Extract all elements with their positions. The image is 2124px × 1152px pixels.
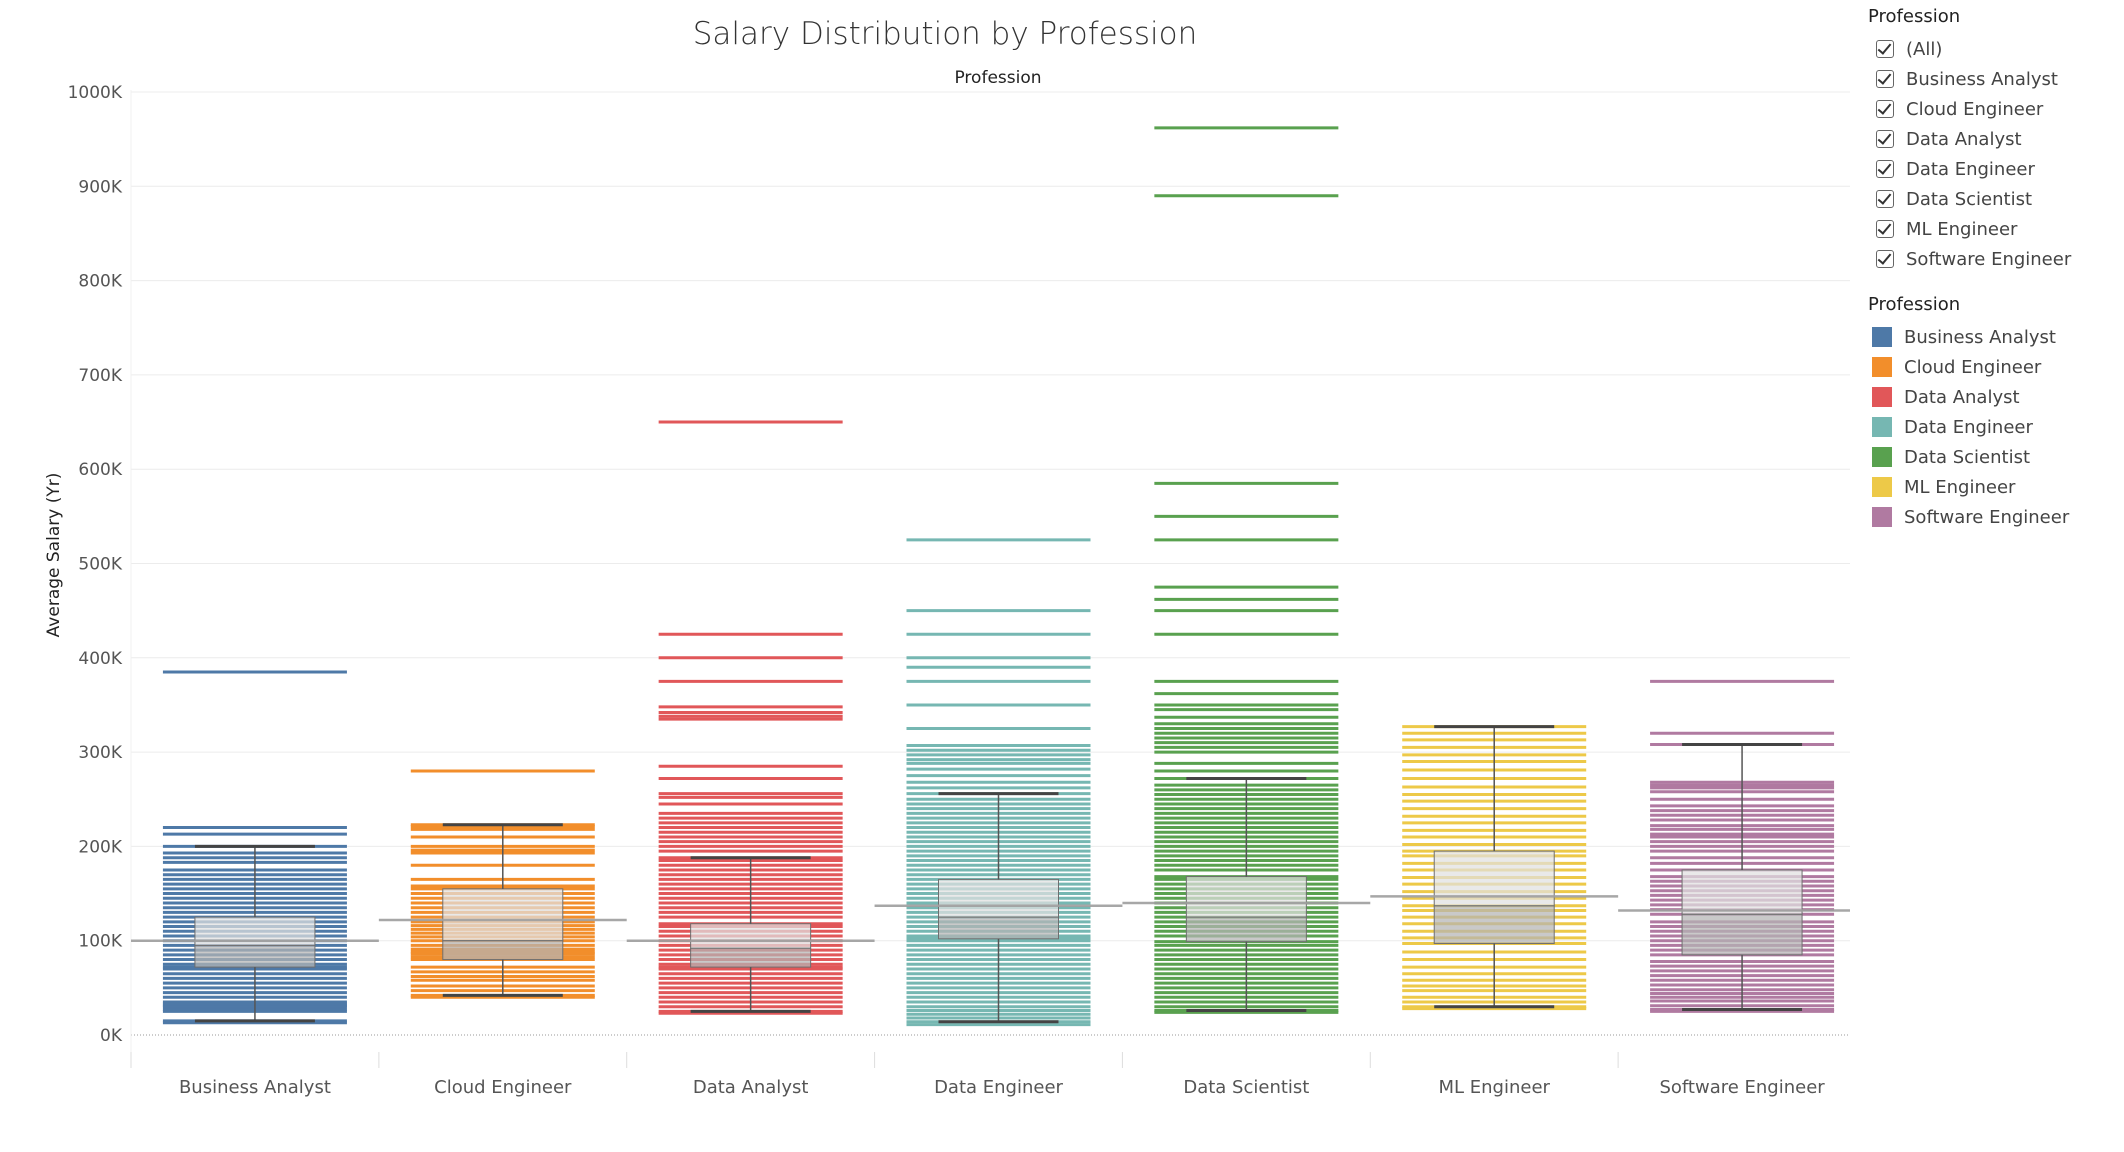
- filter-item-label: (All): [1906, 38, 1943, 60]
- filter-item-label: Cloud Engineer: [1906, 98, 2044, 120]
- filter-item-label: Data Engineer: [1906, 158, 2035, 180]
- y-tick-label: 200K: [78, 837, 122, 857]
- y-tick-label: 600K: [78, 460, 122, 480]
- color-legend: Profession Business Analyst Cloud Enginee…: [1868, 294, 2118, 532]
- y-tick-label: 100K: [78, 932, 122, 952]
- checkbox-checked-icon[interactable]: [1876, 40, 1894, 58]
- box-upper-hinge: [442, 888, 564, 942]
- checkbox-checked-icon[interactable]: [1876, 250, 1894, 268]
- y-tick-label: 800K: [78, 272, 122, 292]
- box-upper-hinge: [1681, 869, 1803, 915]
- box-lower-hinge: [442, 940, 564, 961]
- legend-item-label: Data Engineer: [1904, 416, 2033, 438]
- checkbox-checked-icon[interactable]: [1876, 160, 1894, 178]
- filter-item[interactable]: Cloud Engineer: [1868, 94, 2118, 124]
- checkbox-checked-icon[interactable]: [1876, 190, 1894, 208]
- series-group: [1370, 725, 1619, 1011]
- y-tick-label: 500K: [78, 555, 122, 575]
- y-tick-label: 1000K: [68, 83, 123, 103]
- legend-swatch: [1872, 507, 1892, 527]
- legend-item[interactable]: Software Engineer: [1868, 502, 2118, 532]
- gridlines: [130, 90, 1850, 1068]
- legend-item-label: Data Scientist: [1904, 446, 2030, 468]
- x-category-label: Business Analyst: [179, 1077, 331, 1098]
- box-upper-hinge: [1185, 876, 1307, 918]
- legend-item[interactable]: Data Engineer: [1868, 412, 2118, 442]
- profession-filter: Profession (All) Business Analyst Cloud En…: [1868, 6, 2118, 274]
- y-tick-label: 900K: [78, 177, 122, 197]
- series-group: [378, 769, 627, 999]
- x-category-label: Data Scientist: [1183, 1077, 1309, 1098]
- legend-swatch: [1872, 357, 1892, 377]
- y-tick-label: 700K: [78, 366, 122, 386]
- box-lower-hinge: [1185, 916, 1307, 943]
- x-axis-categories: Business Analyst Cloud Engineer Data Analy…: [179, 1077, 1825, 1098]
- legend-item[interactable]: Data Analyst: [1868, 382, 2118, 412]
- legend-list: Business Analyst Cloud Engineer Data Analy…: [1868, 322, 2118, 532]
- checkbox-checked-icon[interactable]: [1876, 70, 1894, 88]
- box-plot-chart: Salary Distribution by Profession Profes…: [44, 16, 1850, 1098]
- legend-swatch: [1872, 447, 1892, 467]
- box-lower-hinge: [690, 947, 812, 968]
- legend-item-label: Business Analyst: [1904, 326, 2056, 348]
- box-lower-hinge: [1681, 913, 1803, 956]
- box-lower-hinge: [938, 916, 1059, 940]
- box-upper-hinge: [938, 878, 1059, 918]
- legend-swatch: [1872, 327, 1892, 347]
- y-tick-label: 0K: [100, 1026, 123, 1046]
- legend-item[interactable]: Business Analyst: [1868, 322, 2118, 352]
- plot-area: [131, 126, 1850, 1027]
- series-group: [1122, 126, 1371, 1014]
- box-upper-hinge: [690, 923, 812, 949]
- series-group: [626, 420, 875, 1015]
- legend-item[interactable]: ML Engineer: [1868, 472, 2118, 502]
- filter-item[interactable]: Software Engineer: [1868, 244, 2118, 274]
- filter-item[interactable]: Data Analyst: [1868, 124, 2118, 154]
- x-category-label: Data Analyst: [693, 1077, 809, 1098]
- legend-item-label: Software Engineer: [1904, 506, 2070, 528]
- series-group: [131, 670, 379, 1025]
- legend-item-label: Data Analyst: [1904, 386, 2020, 408]
- filter-item[interactable]: Data Scientist: [1868, 184, 2118, 214]
- filter-item-label: Data Analyst: [1906, 128, 2022, 150]
- legend-swatch: [1872, 417, 1892, 437]
- legend-swatch: [1872, 387, 1892, 407]
- filter-title: Profession: [1868, 6, 1961, 27]
- filter-item[interactable]: ML Engineer: [1868, 214, 2118, 244]
- y-axis-label: Average Salary (Yr): [44, 473, 64, 638]
- y-tick-label: 400K: [78, 649, 122, 669]
- filter-list: (All) Business Analyst Cloud Engineer Data …: [1868, 34, 2118, 274]
- legend-item[interactable]: Data Scientist: [1868, 442, 2118, 472]
- x-category-label: ML Engineer: [1438, 1077, 1550, 1098]
- chart-title: Salary Distribution by Profession: [693, 16, 1198, 52]
- box-lower-hinge: [194, 944, 316, 968]
- legend-item[interactable]: Cloud Engineer: [1868, 352, 2118, 382]
- x-category-label: Software Engineer: [1659, 1077, 1825, 1098]
- legend-title: Profession: [1868, 294, 1961, 315]
- y-tick-label: 300K: [78, 743, 122, 763]
- filter-item[interactable]: Data Engineer: [1868, 154, 2118, 184]
- side-panel: Profession (All) Business Analyst Cloud En…: [1868, 6, 2118, 532]
- x-category-label: Cloud Engineer: [434, 1077, 572, 1098]
- checkbox-checked-icon[interactable]: [1876, 220, 1894, 238]
- filter-item[interactable]: (All): [1868, 34, 2118, 64]
- filter-item-label: Business Analyst: [1906, 68, 2058, 90]
- legend-item-label: Cloud Engineer: [1904, 356, 2042, 378]
- y-axis-ticks: 0K 100K 200K 300K 400K 500K 600K 700K 800K 900K 10…: [68, 83, 123, 1046]
- series-group: [874, 538, 1123, 1027]
- column-header: Profession: [954, 68, 1041, 88]
- filter-item-label: Data Scientist: [1906, 188, 2032, 210]
- legend-swatch: [1872, 477, 1892, 497]
- x-category-label: Data Engineer: [934, 1077, 1063, 1098]
- checkbox-checked-icon[interactable]: [1876, 100, 1894, 118]
- checkbox-checked-icon[interactable]: [1876, 130, 1894, 148]
- series-group: [1618, 679, 1850, 1013]
- legend-item-label: ML Engineer: [1904, 476, 2016, 498]
- filter-item-label: Software Engineer: [1906, 248, 2072, 270]
- filter-item[interactable]: Business Analyst: [1868, 64, 2118, 94]
- filter-item-label: ML Engineer: [1906, 218, 2018, 240]
- box-lower-hinge: [1433, 905, 1555, 945]
